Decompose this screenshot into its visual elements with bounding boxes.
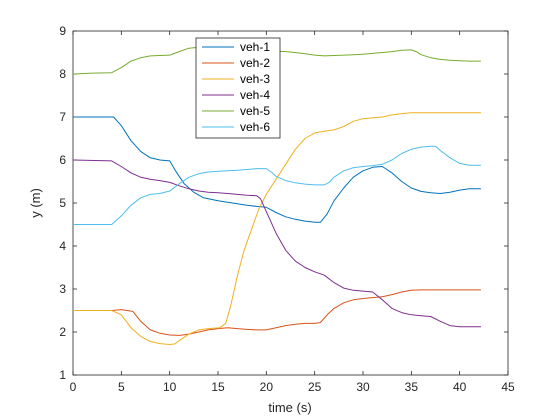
x-tick-label: 30 — [356, 380, 370, 394]
legend-box — [195, 37, 281, 139]
y-tick-label: 9 — [59, 24, 66, 38]
y-tick-label: 2 — [59, 325, 66, 339]
y-tick-label: 6 — [59, 153, 66, 167]
series-line-veh-5 — [72, 46, 481, 75]
y-tick-label: 4 — [59, 239, 66, 253]
y-tick-label: 5 — [59, 196, 66, 210]
series-line-veh-6 — [73, 145, 481, 225]
x-tick-label: 20 — [260, 380, 274, 394]
x-tick-label: 35 — [405, 380, 419, 394]
series-line-veh-2 — [73, 289, 481, 336]
y-tick-label: 1 — [59, 368, 66, 382]
x-tick-label: 10 — [163, 380, 177, 394]
legend-label: veh-3 — [240, 72, 270, 86]
legend-label: veh-1 — [240, 40, 270, 54]
x-tick-label: 40 — [453, 380, 467, 394]
x-tick-label: 25 — [308, 380, 322, 394]
x-tick-label: 0 — [70, 380, 77, 394]
y-axis-ticks: 1 2 3 4 5 6 7 8 9 — [59, 24, 508, 382]
legend-label: veh-2 — [240, 56, 270, 70]
legend-label: veh-5 — [240, 104, 270, 118]
x-axis-label: time (s) — [268, 400, 311, 415]
legend-label: veh-4 — [240, 88, 270, 102]
y-tick-label: 7 — [59, 110, 66, 124]
x-tick-label: 5 — [118, 380, 125, 394]
legend: veh-1 veh-2 veh-3 veh-4 veh-5 veh-6 — [195, 37, 281, 139]
y-tick-label: 8 — [59, 67, 66, 81]
x-tick-label: 45 — [501, 380, 515, 394]
series-line-veh-4 — [72, 159, 481, 328]
legend-label: veh-6 — [240, 120, 270, 134]
plot-area — [72, 30, 509, 376]
series-line-veh-1 — [73, 116, 481, 223]
y-axis-label: y (m) — [28, 188, 43, 218]
series-line-veh-3 — [73, 112, 481, 345]
series-lines — [72, 46, 481, 345]
y-tick-label: 3 — [59, 282, 66, 296]
x-tick-label: 15 — [211, 380, 225, 394]
x-axis-ticks: 0 5 10 15 20 25 30 35 40 45 — [70, 31, 515, 394]
